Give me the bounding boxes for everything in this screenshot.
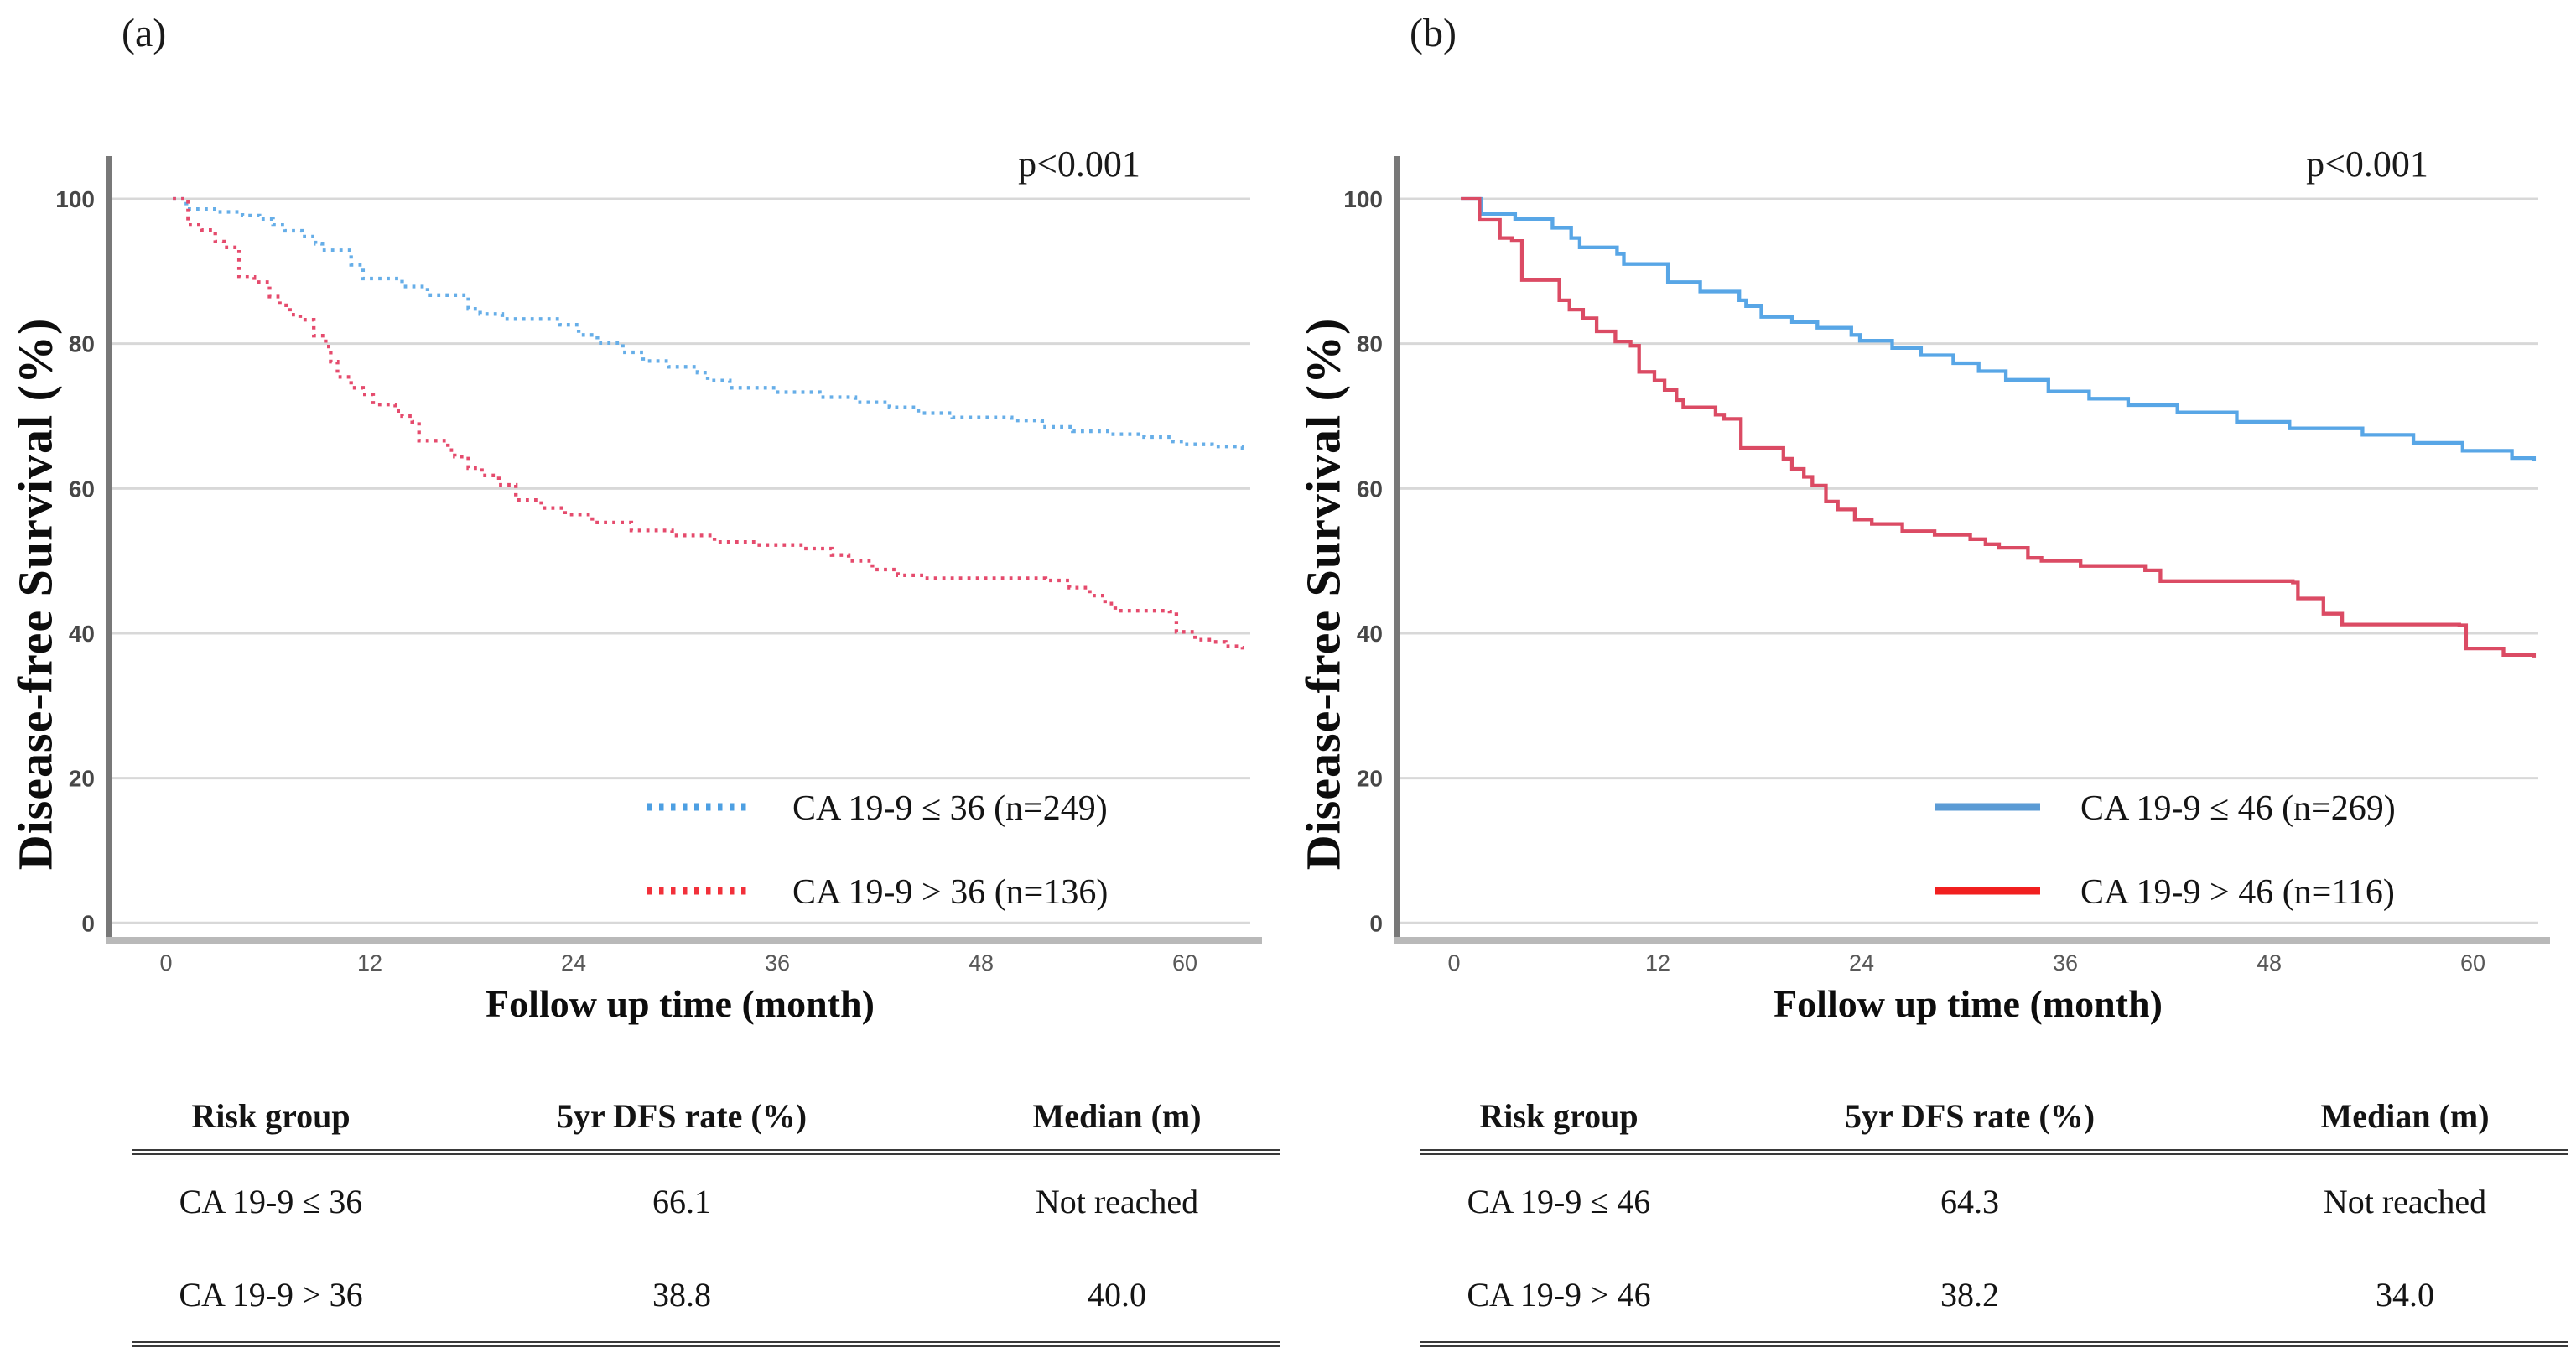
x-tick-label: 60: [2460, 950, 2485, 976]
median-cell: 34.0: [2242, 1248, 2568, 1347]
panel-a-label: (a): [122, 11, 167, 55]
x-axis-line: [1394, 937, 2550, 944]
km-curve: [173, 196, 1244, 450]
x-tick-label: 36: [2053, 950, 2078, 976]
km-curve: [1461, 196, 2537, 658]
panel-a-km-plot: 0 20 40 60 80 100 0 12 24 36 48 60 CA 19-9 ≤ 36 (n=2…: [55, 156, 1262, 976]
x-tick-label: 24: [561, 950, 586, 976]
y-tick-label: 40: [1357, 621, 1383, 647]
y-tick-label: 20: [69, 766, 95, 792]
x-tick-label: 48: [2257, 950, 2282, 976]
panel-b-x-axis-title: Follow up time (month): [1774, 982, 2163, 1025]
dfs-rate-cell: 64.3: [1940, 1183, 1999, 1220]
median-cell: Not reached: [2323, 1183, 2487, 1220]
y-tick-label: 80: [1357, 331, 1383, 357]
table-row: CA 19-9 > 46 38.2 34.0: [1420, 1248, 2568, 1347]
y-tick-label: 100: [1343, 186, 1383, 212]
table-row: CA 19-9 ≤ 36 66.1 Not reached: [132, 1153, 1280, 1249]
panel-b-summary-table: Risk group 5yr DFS rate (%) Median (m) C…: [1420, 1082, 2568, 1347]
col-header-median: Median (m): [2242, 1082, 2568, 1155]
x-tick-label: 0: [159, 950, 172, 976]
panel-a-summary-table: Risk group 5yr DFS rate (%) Median (m) C…: [132, 1082, 1280, 1347]
risk-group-cell: CA 19-9 ≤ 36: [179, 1183, 363, 1220]
median-cell: Not reached: [1035, 1183, 1199, 1220]
dfs-rate-cell: 38.2: [1697, 1248, 2242, 1347]
x-tick-label: 24: [1849, 950, 1874, 976]
median-cell: 40.0: [954, 1248, 1280, 1347]
x-tick-label: 48: [969, 950, 994, 976]
table-row: CA 19-9 ≤ 46 64.3 Not reached: [1420, 1153, 2568, 1249]
y-tick-label: 20: [1357, 766, 1383, 792]
table-header-row: Risk group 5yr DFS rate (%) Median (m): [132, 1082, 1280, 1155]
panel-b-label: (b): [1410, 11, 1457, 55]
col-header-dfs-rate: 5yr DFS rate (%): [1697, 1082, 2242, 1155]
km-curve: [173, 196, 1244, 650]
col-header-median: Median (m): [954, 1082, 1280, 1155]
y-tick-label: 60: [1357, 476, 1383, 502]
legend-label: CA 19-9 > 36 (n=136): [792, 873, 1108, 912]
risk-group-cell: CA 19-9 > 36: [132, 1248, 409, 1347]
col-header-risk-group: Risk group: [1420, 1082, 1697, 1155]
risk-group-cell: CA 19-9 ≤ 46: [1467, 1183, 1651, 1220]
table-row: CA 19-9 > 36 38.8 40.0: [132, 1248, 1280, 1347]
panel-b-km-plot: 0 20 40 60 80 100 0 12 24 36 48 60 CA 19-9 ≤ 46 (n=2…: [1343, 156, 2550, 976]
legend-label: CA 19-9 ≤ 46 (n=269): [2080, 789, 2396, 828]
y-tick-label: 40: [69, 621, 95, 647]
y-tick-label: 100: [55, 186, 95, 212]
km-curve: [1461, 196, 2537, 461]
x-axis-line: [106, 937, 1262, 944]
panel-a-p-value: p<0.001: [1018, 143, 1140, 185]
x-tick-label: 12: [1645, 950, 1670, 976]
x-tick-label: 12: [357, 950, 382, 976]
legend-label: CA 19-9 ≤ 36 (n=249): [792, 789, 1108, 828]
x-tick-label: 60: [1172, 950, 1197, 976]
y-tick-label: 0: [81, 910, 95, 936]
risk-group-cell: CA 19-9 > 46: [1420, 1248, 1697, 1347]
dfs-rate-cell: 66.1: [652, 1183, 711, 1220]
x-tick-label: 0: [1447, 950, 1460, 976]
legend-label: CA 19-9 > 46 (n=116): [2080, 873, 2395, 912]
y-tick-label: 60: [69, 476, 95, 502]
col-header-risk-group: Risk group: [132, 1082, 409, 1155]
y-tick-label: 80: [69, 331, 95, 357]
y-tick-label: 0: [1369, 910, 1383, 936]
x-tick-label: 36: [765, 950, 790, 976]
col-header-dfs-rate: 5yr DFS rate (%): [409, 1082, 954, 1155]
panel-a-x-axis-title: Follow up time (month): [486, 982, 875, 1025]
table-header-row: Risk group 5yr DFS rate (%) Median (m): [1420, 1082, 2568, 1155]
dfs-rate-cell: 38.8: [409, 1248, 954, 1347]
panel-b-p-value: p<0.001: [2306, 143, 2428, 185]
